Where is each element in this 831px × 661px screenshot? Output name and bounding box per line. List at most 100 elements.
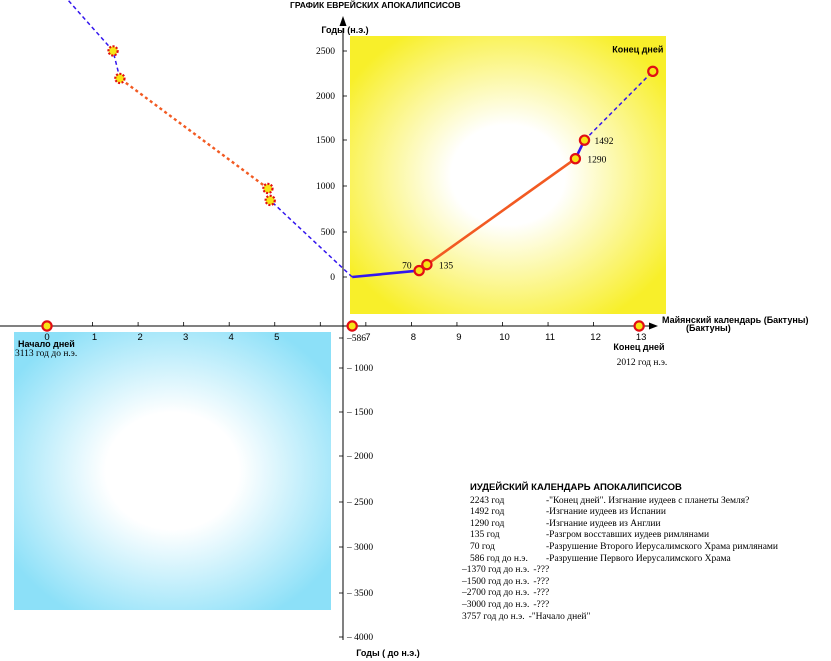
event-marker-8 <box>114 72 126 85</box>
legend-year: –1370 год до н.э. <box>462 565 530 576</box>
legend-description: -"Начало дней" <box>528 611 591 622</box>
event-marker-9 <box>107 45 119 57</box>
legend-year: 135 год <box>470 530 500 541</box>
y-tick-label: – 2000 <box>346 452 373 462</box>
event-label: 70 <box>402 262 412 272</box>
event-label: 1492 <box>594 137 613 147</box>
legend-year: 70 год <box>470 541 495 552</box>
series-line-8 <box>66 0 114 52</box>
data-markers <box>41 45 659 332</box>
event-marker-7 <box>262 182 274 195</box>
data-lines <box>66 0 654 279</box>
end-axis-label: Конец дней <box>613 342 664 352</box>
legend-year: 586 год до н.э. <box>470 553 528 564</box>
event-label: 135 <box>439 262 454 272</box>
y-tick-label: 1500 <box>316 136 335 146</box>
legend-description: -Разрушение Второго Иерусалимского Храма… <box>546 541 779 552</box>
series-line-7 <box>112 50 121 79</box>
x-axis-arrow <box>649 322 658 330</box>
y-axis-arrow <box>339 16 347 26</box>
y-axis-label-bottom: Годы ( до н.э.) <box>356 648 420 658</box>
x-tick-label: 12 <box>590 332 601 343</box>
legend-year: 1290 год <box>470 518 505 529</box>
legend-row: –3000 год до н.э. -??? <box>462 600 831 612</box>
event-marker-4 <box>578 134 591 146</box>
legend-row: 1492 год -Изгнание иудеев из Испании <box>462 507 831 519</box>
start-axis-sublabel: 3113 год до н.э. <box>15 349 77 359</box>
legend-year: 3757 год до н.э. <box>462 611 525 622</box>
y-tick-label: – 1000 <box>346 364 373 374</box>
series-line-4 <box>583 70 654 141</box>
axes <box>0 16 658 640</box>
bottom-panel-background <box>14 332 331 610</box>
x-tick-label: 0 <box>44 332 49 343</box>
legend-row: 586 год до н.э. -Разрушение Первого Иерус… <box>462 554 831 566</box>
legend-description: -Изгнание иудеев из Англии <box>546 518 661 529</box>
event-label: Конец дней <box>612 44 663 54</box>
end-axis-sublabel: 2012 год н.э. <box>617 358 668 368</box>
x-axis-label-unit: (Бактуны) <box>686 323 731 333</box>
x-tick-label: 3 <box>183 332 188 343</box>
y-tick-label: 500 <box>321 228 336 238</box>
axis-ticks: 0 1 2 3 4 5 7 8 9 10 11 12 1305001000150020002500–58… <box>44 47 646 643</box>
x-tick-label: 5 <box>274 332 279 343</box>
legend-row: –2700 год до н.э. -??? <box>462 588 831 600</box>
series-line-6 <box>119 77 269 190</box>
event-marker-3 <box>569 153 582 165</box>
x-tick-label: 7 <box>365 332 370 343</box>
legend-row: 1290 год -Изгнание иудеев из Англии <box>462 519 831 531</box>
legend-year: 2243 год <box>470 495 505 506</box>
series-line-5 <box>269 199 353 278</box>
axis-marker-1 <box>41 320 53 332</box>
legend-year: 1492 год <box>470 507 505 518</box>
event-label: 1290 <box>587 156 606 166</box>
event-marker-2 <box>421 258 433 271</box>
y-axis-label-top: Годы (н.э.) <box>321 25 368 35</box>
legend-row: 135 год -Разгром восставших иудеев римля… <box>462 530 831 542</box>
legend-description: -??? <box>533 588 550 599</box>
legend-description: -??? <box>533 565 550 576</box>
legend-year: –1500 год до н.э. <box>462 576 530 587</box>
legend-rows: 2243 год -"Конец дней". Изгнание иудеев с… <box>462 496 831 624</box>
legend-row: 3757 год до н.э. -"Начало дней" <box>462 612 831 624</box>
x-tick-label: 1 <box>92 332 97 343</box>
series-line-2 <box>426 157 577 266</box>
x-tick-label: 2 <box>137 332 142 343</box>
legend-row: 70 год -Разрушение Второго Иерусалимског… <box>462 542 831 554</box>
legend-year: –2700 год до н.э. <box>462 588 530 599</box>
y-tick-label: 1000 <box>316 182 335 192</box>
y-tick-label: – 2500 <box>346 498 373 508</box>
series-line-1 <box>352 269 420 279</box>
axis-marker-2 <box>346 320 358 332</box>
y-tick-label: – 1500 <box>346 408 373 418</box>
legend-description: -Разгром восставших иудеев римлянами <box>546 530 710 541</box>
legend-row: 2243 год -"Конец дней". Изгнание иудеев с… <box>462 496 831 508</box>
start-axis-label: Начало дней <box>18 339 75 349</box>
y-tick-label: –586 <box>346 334 366 344</box>
y-tick-label: 0 <box>330 273 335 283</box>
chart-title: ГРАФИК ЕВРЕЙСКИХ АПОКАЛИПСИСОВ <box>290 0 461 10</box>
y-tick-label: – 4000 <box>346 633 373 643</box>
legend-row: –1370 год до н.э. -??? <box>462 565 831 577</box>
event-marker-1 <box>413 264 425 277</box>
legend-description: -??? <box>533 599 550 610</box>
legend-title: ИУДЕЙСКИЙ КАЛЕНДАРЬ АПОКАЛИПСИСОВ <box>470 482 682 493</box>
event-marker-6 <box>264 194 276 207</box>
legend-description: -??? <box>533 576 550 587</box>
y-tick-label: 2500 <box>316 47 335 57</box>
y-tick-label: 2000 <box>316 92 335 102</box>
y-tick-label: – 3000 <box>346 543 373 553</box>
x-tick-label: 11 <box>545 332 555 343</box>
axis-marker-3 <box>633 320 645 332</box>
x-tick-label: 8 <box>411 332 416 343</box>
legend: ИУДЕЙСКИЙ КАЛЕНДАРЬ АПОКАЛИПСИСОВ 2243 г… <box>462 482 831 623</box>
event-marker-5 <box>647 65 659 78</box>
x-tick-label: 13 <box>636 332 647 343</box>
legend-description: -"Конец дней". Изгнание иудеев с планеты… <box>546 495 750 506</box>
x-tick-label: 10 <box>499 332 510 343</box>
y-tick-label: – 3500 <box>346 589 373 599</box>
legend-row: –1500 год до н.э. -??? <box>462 577 831 589</box>
legend-description: -Разрушение Первого Иерусалимского Храма <box>546 553 731 564</box>
